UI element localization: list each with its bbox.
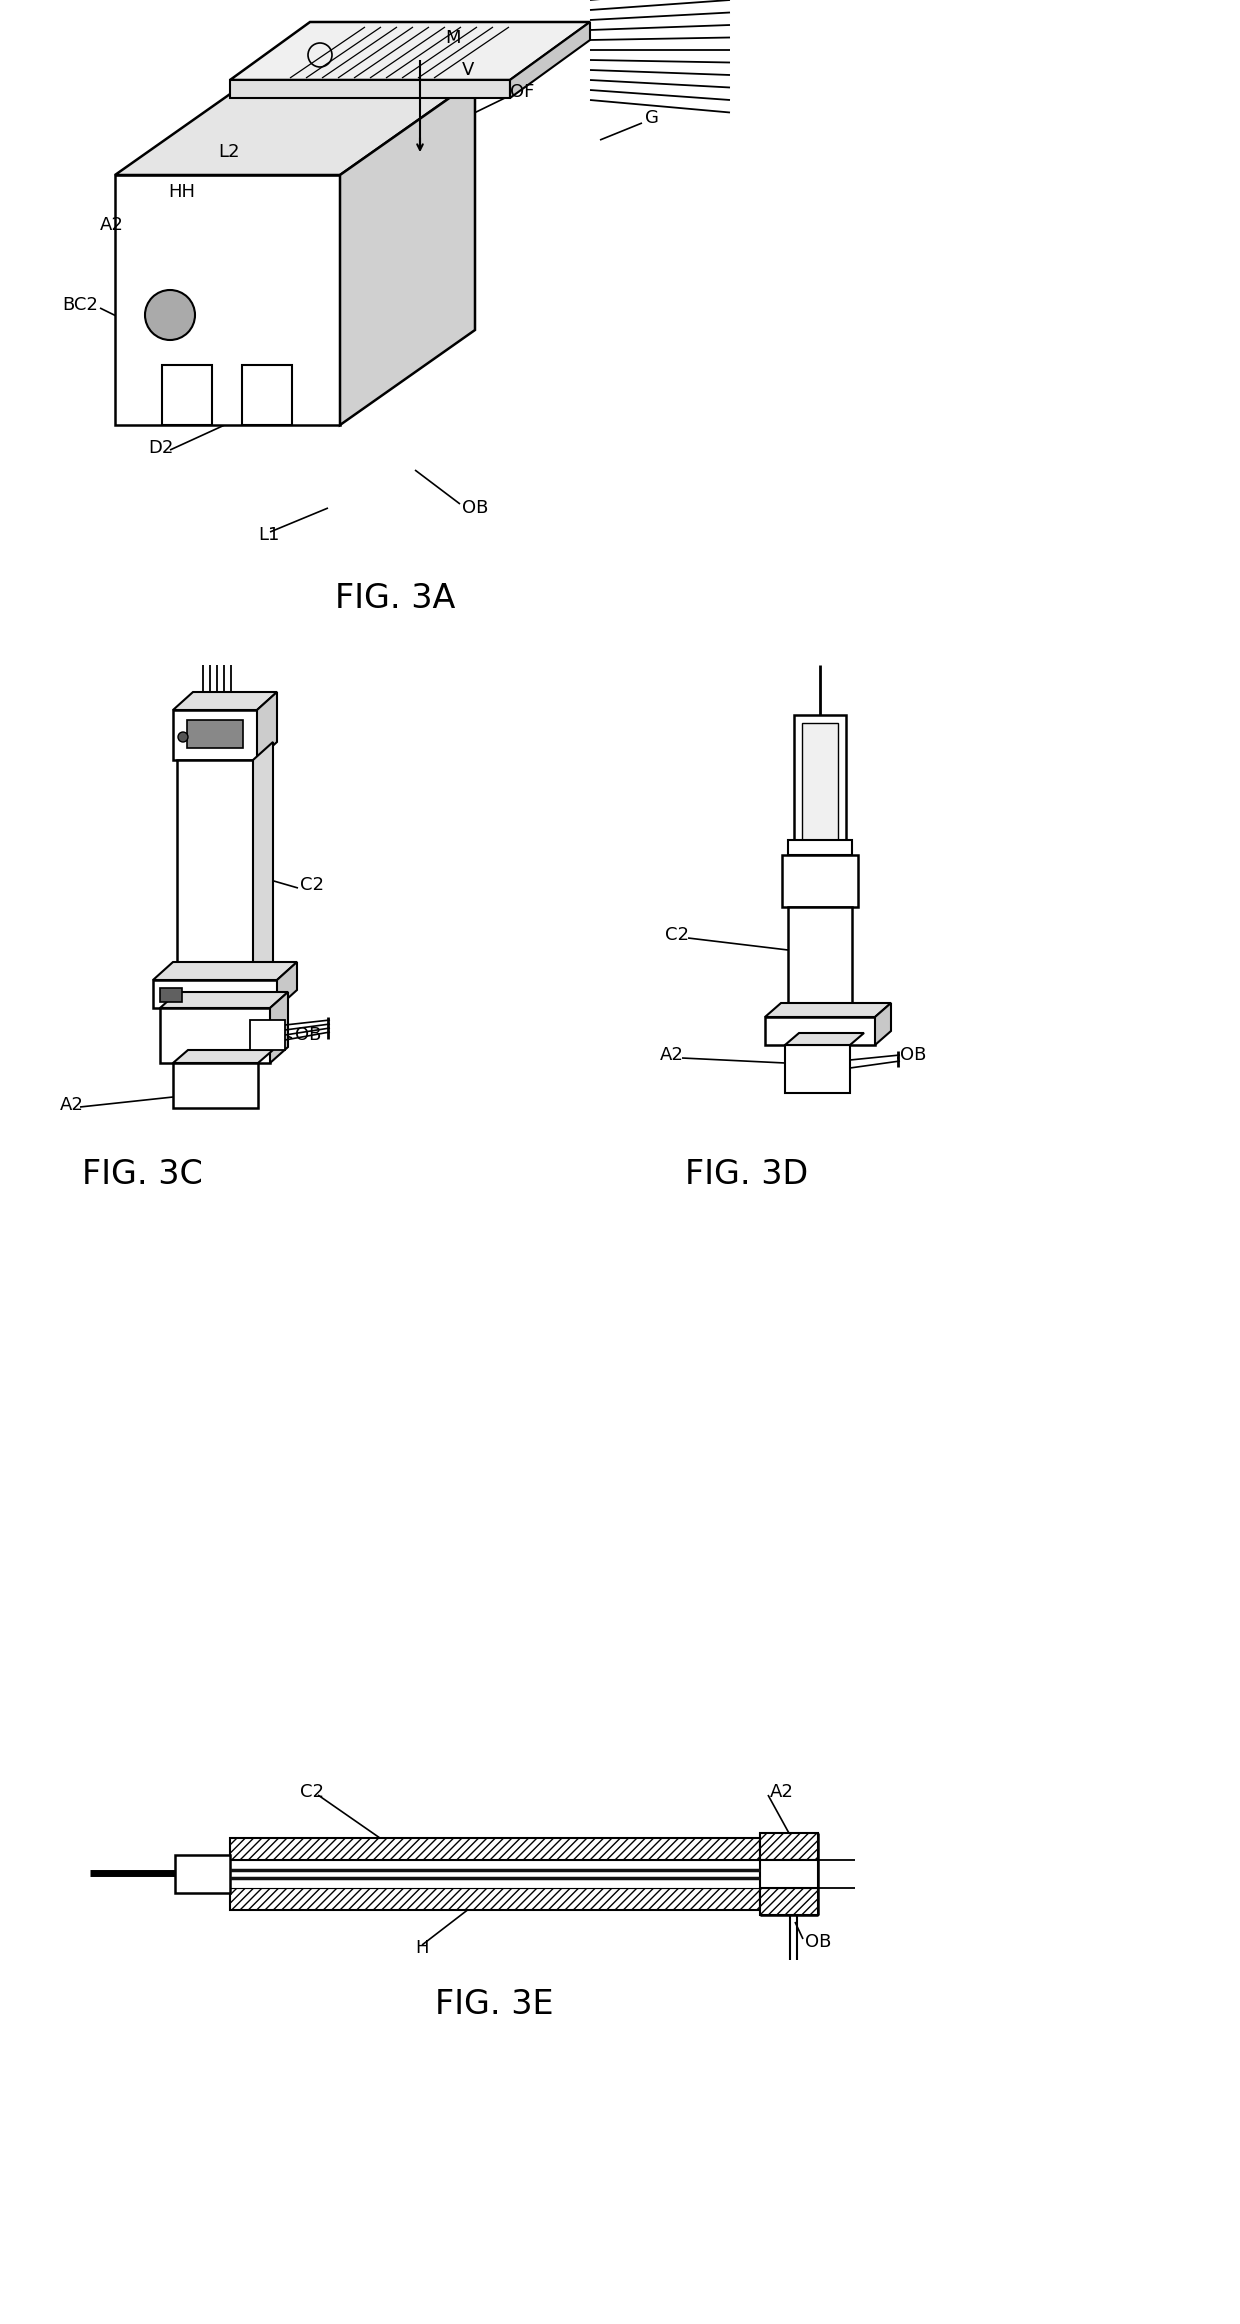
Text: C2: C2 (665, 925, 689, 944)
Text: FIG. 3D: FIG. 3D (684, 1157, 808, 1192)
Bar (787, 839, 852, 855)
Text: A2: A2 (60, 1097, 84, 1113)
Polygon shape (785, 1032, 864, 1046)
Text: OF: OF (510, 84, 534, 100)
Bar (242, 365, 291, 425)
Bar (160, 1009, 270, 1062)
Bar (787, 906, 852, 1018)
Text: M: M (445, 28, 460, 46)
Circle shape (145, 290, 195, 339)
Text: BC2: BC2 (62, 295, 98, 314)
Bar (177, 760, 253, 981)
Text: OB: OB (463, 500, 489, 516)
Text: H: H (415, 1938, 429, 1957)
Text: D2: D2 (148, 439, 174, 458)
Polygon shape (270, 992, 288, 1062)
Polygon shape (115, 79, 475, 174)
Text: L2: L2 (218, 144, 239, 160)
Bar (229, 1859, 760, 1887)
Bar (174, 711, 257, 760)
Polygon shape (174, 693, 277, 711)
Text: G: G (645, 109, 658, 128)
Bar (160, 988, 182, 1002)
Polygon shape (229, 79, 510, 98)
Bar (802, 723, 838, 853)
Text: HH: HH (167, 184, 195, 200)
Bar (250, 1020, 285, 1050)
Text: FIG. 3E: FIG. 3E (435, 1989, 553, 2022)
Text: C2: C2 (300, 876, 324, 895)
Polygon shape (229, 21, 590, 79)
Text: OB: OB (805, 1934, 831, 1952)
Bar (153, 981, 277, 1009)
Text: OB: OB (900, 1046, 926, 1064)
Polygon shape (115, 174, 340, 425)
Bar (162, 365, 212, 425)
Text: FIG. 3A: FIG. 3A (335, 581, 455, 614)
Text: A2: A2 (770, 1783, 794, 1801)
Text: FIG. 3C: FIG. 3C (82, 1157, 203, 1192)
Bar (760, 1859, 818, 1887)
Bar (174, 1062, 258, 1109)
Polygon shape (160, 992, 288, 1009)
Text: A2: A2 (660, 1046, 684, 1064)
Circle shape (179, 732, 188, 741)
Bar (229, 1838, 760, 1859)
Polygon shape (153, 962, 298, 981)
Polygon shape (174, 1050, 273, 1062)
Text: C2: C2 (300, 1783, 324, 1801)
Polygon shape (510, 21, 590, 98)
Bar (229, 1887, 760, 1910)
Polygon shape (277, 962, 298, 1009)
Bar (187, 720, 243, 748)
Polygon shape (340, 79, 475, 425)
Bar (794, 716, 846, 865)
Polygon shape (875, 1004, 892, 1046)
Text: OB: OB (295, 1025, 321, 1043)
Text: V: V (463, 60, 475, 79)
Text: A2: A2 (100, 216, 124, 235)
Bar (760, 1834, 818, 1859)
Bar (785, 1046, 849, 1092)
Text: L1: L1 (258, 525, 279, 544)
Polygon shape (765, 1004, 892, 1018)
Polygon shape (253, 741, 273, 981)
Bar (782, 855, 858, 906)
Bar (765, 1018, 875, 1046)
Bar (760, 1887, 818, 1915)
Bar (175, 1855, 229, 1894)
Polygon shape (257, 693, 277, 760)
